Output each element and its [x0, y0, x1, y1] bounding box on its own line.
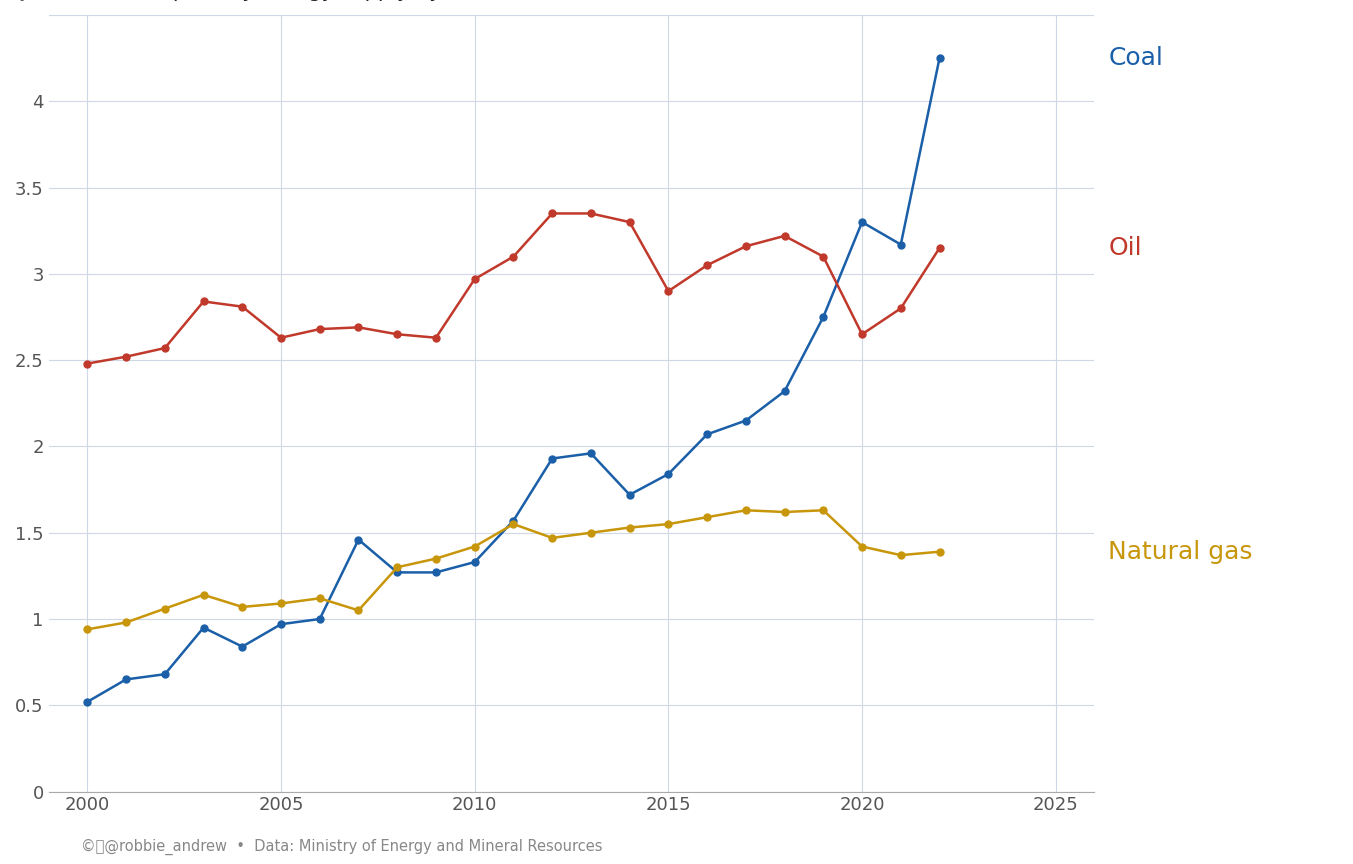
- Text: Coal: Coal: [1108, 46, 1164, 70]
- Text: 4.5 EJ: 4.5 EJ: [0, 0, 27, 1]
- Text: Indonesia's primary energy supply by source: Indonesia's primary energy supply by sou…: [49, 0, 517, 1]
- Text: ©ⓘ@robbie_andrew  •  Data: Ministry of Energy and Mineral Resources: ©ⓘ@robbie_andrew • Data: Ministry of Ene…: [81, 839, 602, 855]
- Text: Oil: Oil: [1108, 236, 1142, 260]
- Text: Natural gas: Natural gas: [1108, 540, 1253, 563]
